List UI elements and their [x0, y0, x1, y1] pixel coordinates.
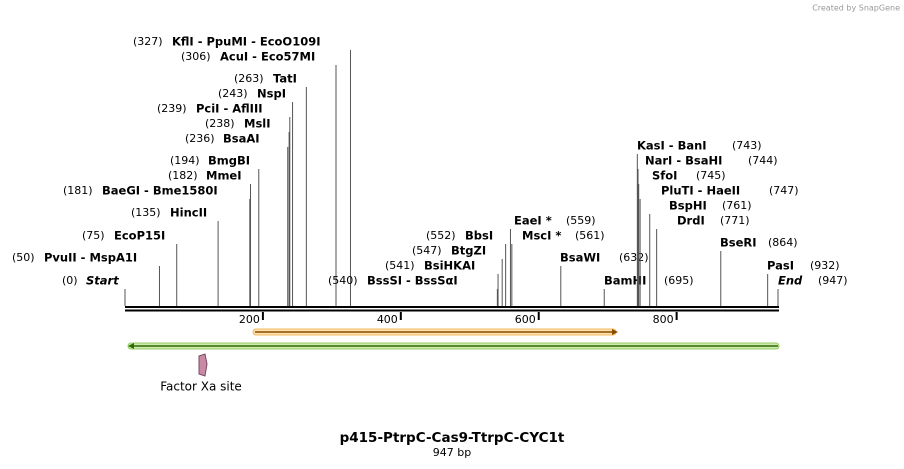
site-position: (75) — [82, 229, 105, 242]
enzyme-name: BsaWI — [560, 251, 600, 265]
enzyme-name: BssSI - BssSαI — [367, 274, 458, 288]
site-position: (243) — [218, 87, 248, 100]
enzyme-name: End — [778, 274, 803, 288]
site-position: (135) — [131, 206, 161, 219]
site-position: (239) — [157, 102, 187, 115]
site-position: (547) — [412, 244, 442, 257]
site-position: (747) — [769, 184, 799, 197]
enzyme-name: BtgZI — [451, 244, 486, 258]
site-position: (236) — [185, 132, 215, 145]
site-position: (238) — [205, 117, 235, 130]
enzyme-name: MmeI — [206, 169, 242, 183]
enzyme-name: BsiHKAI — [424, 259, 475, 273]
site-position: (327) — [133, 35, 163, 48]
enzyme-name: BseRI — [720, 236, 757, 250]
enzyme-name: BaeGI - Bme1580I — [102, 184, 218, 198]
credit: Created by SnapGene — [812, 4, 900, 13]
enzyme-name: HincII — [170, 206, 207, 220]
enzyme-name: BmgBI — [208, 154, 250, 168]
enzyme-name: KasI - BanI — [637, 139, 707, 153]
enzyme-name: PasI — [767, 259, 794, 273]
site-position: (50) — [12, 251, 35, 264]
enzyme-name: MslI — [244, 117, 271, 131]
enzyme-name: EcoP15I — [114, 229, 165, 243]
site-position: (761) — [722, 199, 752, 212]
green-feature — [127, 342, 780, 350]
site-position: (947) — [818, 274, 848, 287]
site-position: (306) — [181, 50, 211, 63]
site-position: (263) — [234, 72, 264, 85]
enzyme-name: MscI * — [522, 229, 561, 243]
ruler-label: 400 — [377, 313, 398, 326]
enzyme-name: BsaAI — [223, 132, 260, 146]
site-position: (561) — [575, 229, 605, 242]
site-position: (0) — [62, 274, 78, 287]
enzyme-name: NarI - BsaHI — [645, 154, 722, 168]
site-position: (632) — [619, 251, 649, 264]
enzyme-name: AcuI - Eco57MI — [220, 50, 315, 64]
site-position: (552) — [426, 229, 456, 242]
enzyme-name: BspHI — [669, 199, 707, 213]
enzyme-name: PciI - AflIII — [196, 102, 263, 116]
site-position: (182) — [168, 169, 198, 182]
enzyme-name: Start — [86, 274, 119, 288]
site-position: (744) — [748, 154, 778, 167]
factor-xa-site — [198, 353, 208, 377]
feature-label: Factor Xa site — [160, 380, 242, 394]
site-position: (771) — [720, 214, 750, 227]
enzyme-name: SfoI — [652, 169, 677, 183]
site-position: (695) — [664, 274, 694, 287]
backbone — [125, 306, 779, 312]
enzyme-name: BamHI — [604, 274, 646, 288]
enzyme-name: EaeI * — [514, 214, 552, 228]
enzyme-name: BbsI — [465, 229, 493, 243]
enzyme-name: KflI - PpuMI - EcoO109I — [172, 35, 320, 49]
size-label: 947 bp — [433, 446, 471, 459]
enzyme-name: PvuII - MspA1I — [44, 251, 137, 265]
site-position: (743) — [732, 139, 762, 152]
site-position: (541) — [385, 259, 415, 272]
site-position: (194) — [170, 154, 200, 167]
ruler-label: 600 — [515, 313, 536, 326]
enzyme-name: PluTI - HaeII — [661, 184, 740, 198]
site-position: (745) — [696, 169, 726, 182]
title: p415-PtrpC-Cas9-TtrpC-CYC1t — [340, 430, 565, 446]
enzyme-name: TatI — [273, 72, 297, 86]
enzyme-name: NspI — [257, 87, 286, 101]
site-position: (864) — [768, 236, 798, 249]
enzyme-name: DrdI — [677, 214, 705, 228]
ruler-label: 800 — [653, 313, 674, 326]
site-position: (932) — [810, 259, 840, 272]
site-position: (559) — [566, 214, 596, 227]
site-position: (540) — [328, 274, 358, 287]
orange-feature — [252, 328, 618, 336]
site-position: (181) — [63, 184, 93, 197]
ruler-label: 200 — [239, 313, 260, 326]
